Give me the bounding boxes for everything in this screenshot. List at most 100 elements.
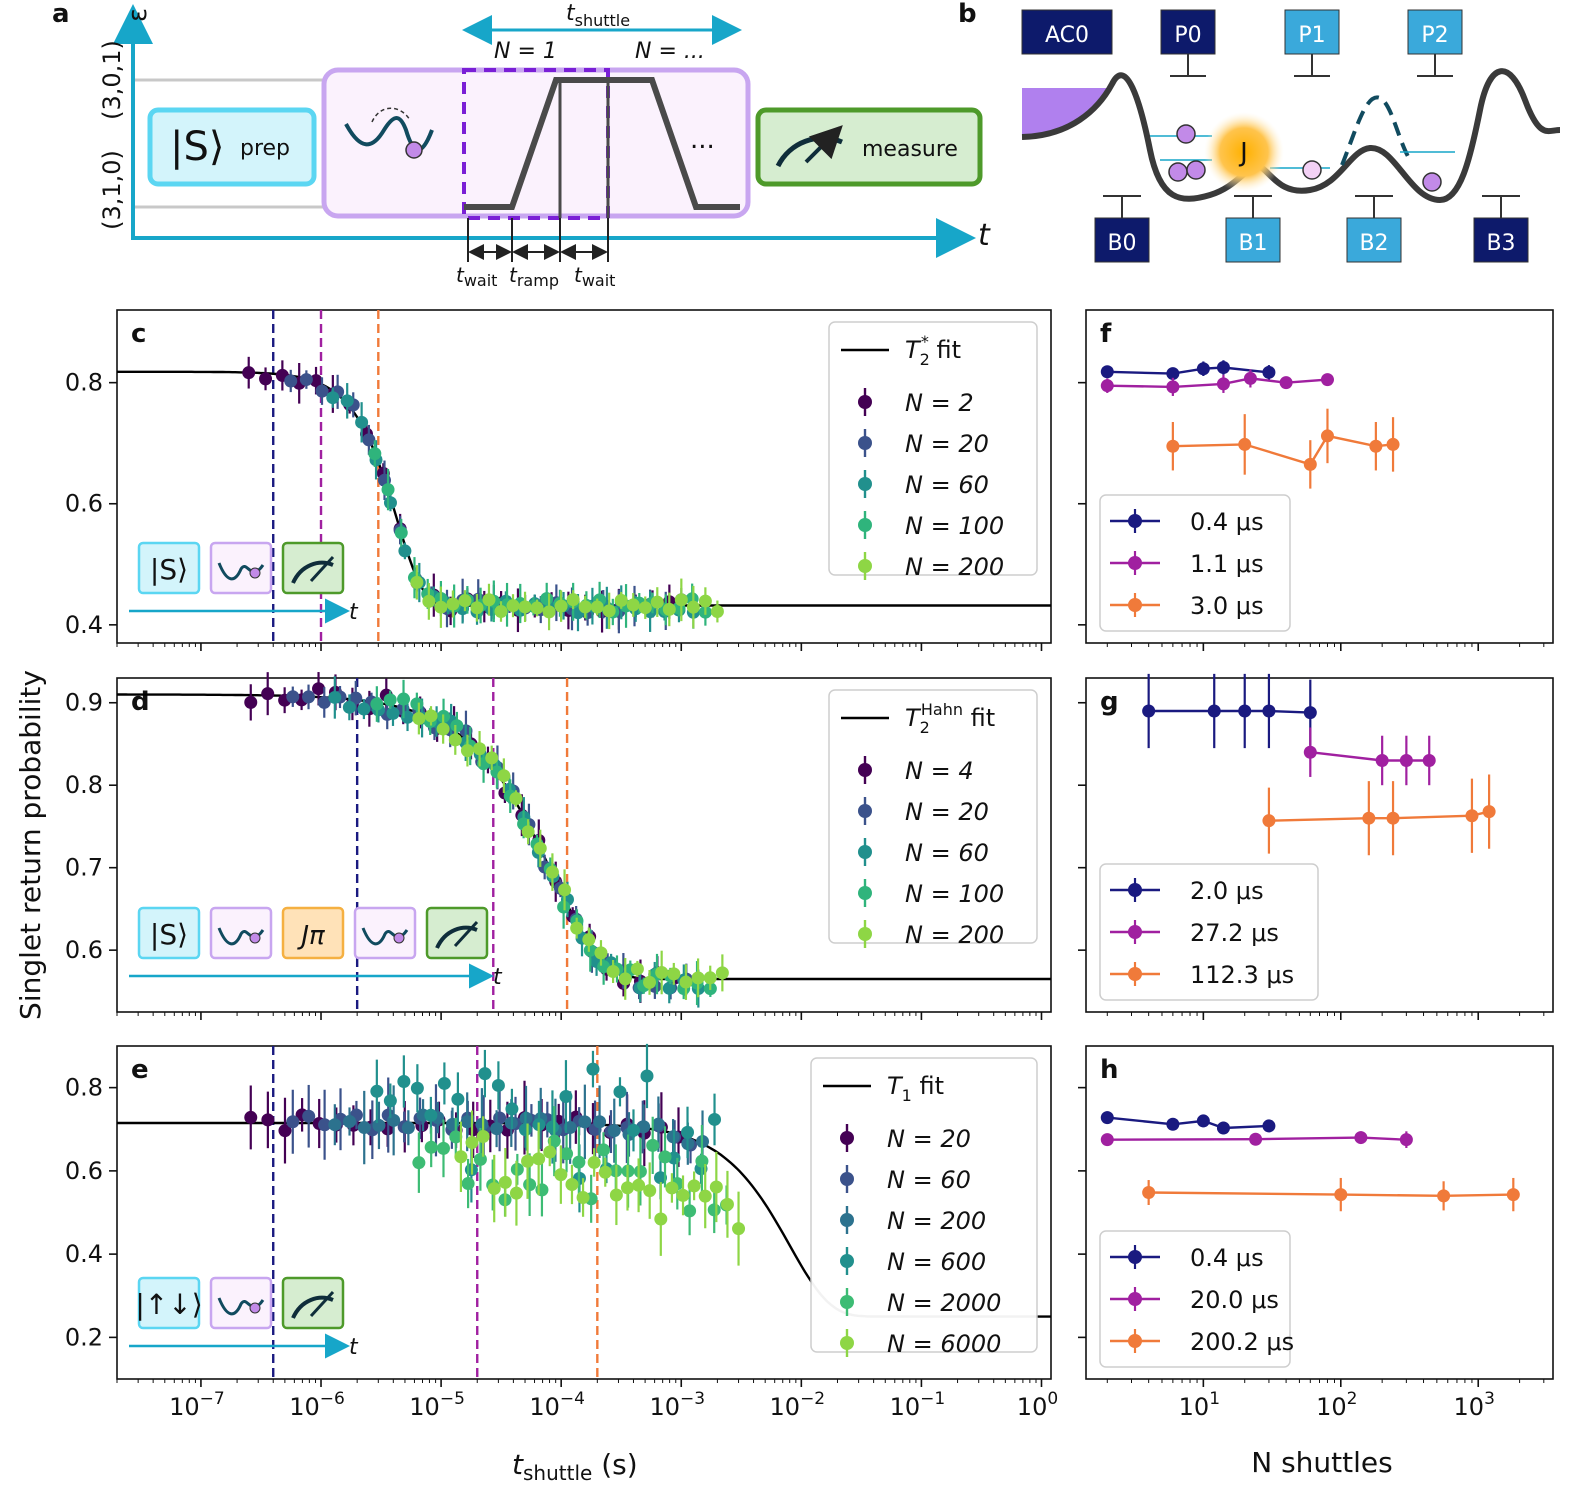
legend-box (1099, 494, 1291, 632)
legend-label: 27.2 μs (1190, 919, 1279, 947)
data-point (532, 1152, 546, 1166)
x-tick-label: 10−1 (890, 1389, 946, 1421)
x-tick-label: 102 (1316, 1389, 1357, 1421)
data-point (1196, 1114, 1210, 1128)
data-point (286, 690, 300, 704)
data-point (458, 594, 472, 608)
data-point (1262, 704, 1276, 718)
data-point (570, 921, 584, 935)
data-point (261, 687, 275, 701)
data-point (1386, 811, 1400, 825)
data-point (1100, 379, 1114, 393)
series-line (1310, 751, 1430, 762)
data-point (650, 595, 664, 609)
t-shuttle-label: tshuttle (566, 1, 630, 30)
data-point (732, 1222, 746, 1236)
sequence-step (425, 906, 489, 960)
legend-box (1099, 863, 1319, 1001)
data-point (397, 1074, 411, 1088)
gate-b3-label: B3 (1486, 231, 1515, 256)
data-point (1437, 1189, 1451, 1203)
legend-box (828, 321, 1038, 576)
panel-label-e: e (131, 1055, 149, 1085)
data-point (286, 1115, 300, 1129)
legend-label: N = 200 (887, 1207, 986, 1235)
data-point (643, 975, 657, 989)
data-point (498, 1175, 512, 1189)
sequence-box (137, 906, 201, 960)
data-point (637, 1120, 651, 1134)
panel-g: g 2.0 μs 27.2 μs 112.3 μs (1078, 673, 1554, 1020)
sequence-step: Jπ (281, 906, 345, 960)
legend-label: N = 100 (905, 880, 1004, 908)
data-point (487, 1182, 501, 1196)
legend-swatch (858, 845, 872, 859)
legend-fit-label: T2Hahn fit (905, 700, 995, 737)
data-point (284, 374, 298, 388)
ellipsis-text: ... (690, 125, 715, 155)
panel-label-a: a (52, 0, 70, 29)
t-ramp-label: tramp (509, 263, 559, 290)
x-axis-label-n: N shuttles (1251, 1446, 1392, 1479)
data-point (596, 1143, 610, 1157)
t-wait-label: twait (456, 263, 497, 290)
x-tick-label: 10−5 (409, 1389, 465, 1421)
sequence-box (137, 1276, 201, 1330)
data-point (494, 604, 508, 618)
series-line (1148, 709, 1311, 714)
data-point (1196, 362, 1210, 376)
data-point (1238, 704, 1252, 718)
data-point (473, 1152, 487, 1166)
data-point (1320, 373, 1334, 387)
data-point (633, 1165, 647, 1179)
gate-b3 (1473, 217, 1529, 263)
meter-needle (309, 1290, 335, 1318)
data-point (1482, 805, 1496, 819)
legend-swatch (858, 518, 872, 532)
legend-label: N = 200 (905, 553, 1004, 581)
data-point (476, 1129, 490, 1143)
data-point (707, 1203, 721, 1217)
data-point (381, 483, 395, 497)
data-point (578, 600, 592, 614)
reservoir (1022, 88, 1112, 136)
sequence-text: |S⟩ (150, 553, 188, 586)
sequence-box (281, 1276, 345, 1330)
legend-fit-label: T1 fit (887, 1072, 944, 1105)
y-axis-label: Singlet return probability (14, 670, 47, 1020)
data-point (355, 415, 369, 429)
legend-swatch (1128, 1334, 1142, 1348)
panel-label-f: f (1100, 319, 1112, 349)
gate-b1-label: B1 (1238, 231, 1267, 256)
panel-label-h: h (1100, 1055, 1119, 1085)
data-point (683, 1204, 697, 1218)
panel-label-d: d (131, 687, 150, 717)
data-point (1362, 811, 1376, 825)
legend-swatch (840, 1172, 854, 1186)
legend-label: N = 2000 (887, 1289, 1001, 1317)
meter-needle (309, 555, 335, 583)
y-tick-label: 0.6 (65, 1157, 103, 1185)
data-point (383, 496, 397, 510)
data-point (554, 599, 568, 613)
data-point (357, 702, 371, 716)
y-tick-label: 0.7 (65, 854, 103, 882)
data-point (674, 593, 688, 607)
plot-frame (116, 677, 1052, 1013)
legend-swatch (858, 886, 872, 900)
legend-fit-label: T2* fit (905, 332, 961, 369)
data-point (715, 966, 729, 980)
data-point (315, 384, 329, 398)
data-point (646, 1138, 660, 1152)
data-point (598, 1165, 612, 1179)
barrier-dashed (1340, 95, 1412, 166)
data-point (482, 593, 496, 607)
legend-label: N = 4 (905, 757, 974, 785)
data-point (602, 604, 616, 618)
data-point (460, 744, 474, 758)
data-point (1166, 1117, 1180, 1131)
data-point (720, 1197, 734, 1211)
legend-label: 20.0 μs (1190, 1286, 1279, 1314)
data-point (349, 691, 363, 705)
data-point (465, 1136, 479, 1150)
